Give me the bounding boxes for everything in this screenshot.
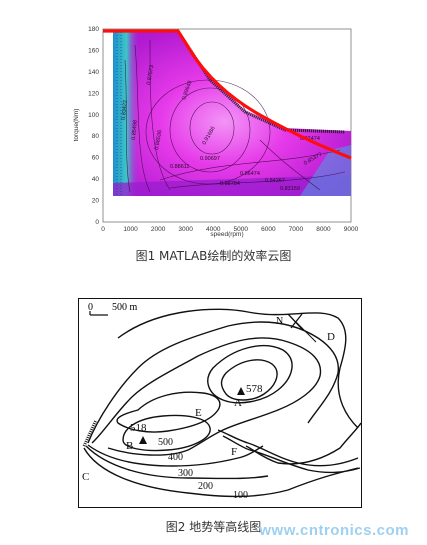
y-axis: 0 20 40 60 80 100 120 140 160 180 xyxy=(88,26,99,226)
y-tick-label: 40 xyxy=(92,176,100,183)
x-tick-label: 2000 xyxy=(151,226,166,233)
contour-label: 0.83422 xyxy=(121,100,129,120)
y-tick-label: 20 xyxy=(92,198,100,205)
peak-a-marker xyxy=(237,387,245,395)
contour-value: 500 xyxy=(158,437,173,448)
contour-value: 200 xyxy=(198,481,213,492)
point-d-label: D xyxy=(327,331,335,343)
contour-value: 400 xyxy=(168,452,183,463)
contour-value: 100 xyxy=(233,490,248,501)
scale-label: 500 m xyxy=(112,302,138,313)
x-tick-label: 0 xyxy=(101,226,105,233)
y-axis-label: torque(Nm) xyxy=(73,109,80,142)
contour-label: 0.86536 xyxy=(154,130,163,151)
x-tick-label: 6000 xyxy=(261,226,276,233)
contour-label: 0.86474 xyxy=(240,171,260,177)
contour-label: 0.88611 xyxy=(170,164,189,170)
contour-label: 0.88784 xyxy=(220,181,240,187)
x-tick-label: 4000 xyxy=(206,226,221,233)
contour-label: 0.83159 xyxy=(280,186,300,192)
y-tick-label: 140 xyxy=(88,69,99,76)
x-axis-label: speed(rpm) xyxy=(210,231,243,238)
efficiency-map-chart: 0.89649 0.87573 0.85498 0.90697 0.83422 … xyxy=(73,26,359,238)
y-tick-label: 100 xyxy=(88,112,99,119)
contour-label: 0.85498 xyxy=(131,120,139,140)
y-tick-label: 0 xyxy=(95,219,99,226)
y-tick-label: 60 xyxy=(92,155,100,162)
bottom-band xyxy=(113,175,351,196)
y-tick-label: 120 xyxy=(88,90,99,97)
contour-label: 0.87573 xyxy=(146,65,155,86)
peak-b-marker xyxy=(139,436,147,444)
north-label: N xyxy=(276,316,283,327)
x-tick-label: 1000 xyxy=(123,226,138,233)
scale-zero: 0 xyxy=(88,302,93,313)
x-tick-label: 3000 xyxy=(178,226,193,233)
point-f-label: F xyxy=(231,446,237,458)
y-tick-label: 160 xyxy=(88,47,99,54)
scale-bar: 0 500 m xyxy=(88,302,138,316)
point-a-label: A xyxy=(234,397,242,409)
x-axis: 0 1000 2000 3000 4000 5000 6000 7000 8000 9000 xyxy=(101,226,358,233)
contour-label: 0.90697 xyxy=(200,156,220,162)
point-a-elev: 578 xyxy=(246,383,263,395)
point-c-label: C xyxy=(82,471,89,483)
x-tick-label: 7000 xyxy=(289,226,304,233)
point-b-label: B xyxy=(126,440,133,452)
point-e-label: E xyxy=(195,407,202,419)
efficiency-region xyxy=(113,30,351,196)
contour-lines xyxy=(124,39,346,193)
x-tick-label: 5000 xyxy=(234,226,249,233)
x-tick-label: 9000 xyxy=(344,226,359,233)
contour-label: 0.84267 xyxy=(265,178,285,184)
x-tick-label: 8000 xyxy=(316,226,331,233)
contour-map: 0 500 m N 578 xyxy=(78,298,362,508)
cliff-hatch xyxy=(82,419,98,447)
figure1-caption: 图1 MATLAB绘制的效率云图 xyxy=(135,249,292,263)
max-torque-curve xyxy=(103,29,352,160)
y-tick-label: 80 xyxy=(92,133,100,140)
contour-lines xyxy=(83,308,362,498)
contour-value: 300 xyxy=(178,468,193,479)
watermark: www.cntronics.com xyxy=(259,522,409,539)
y-tick-label: 180 xyxy=(88,26,99,33)
point-b-elev: 518 xyxy=(130,422,147,434)
figure2-caption: 图2 地势等高线图 xyxy=(165,520,262,534)
